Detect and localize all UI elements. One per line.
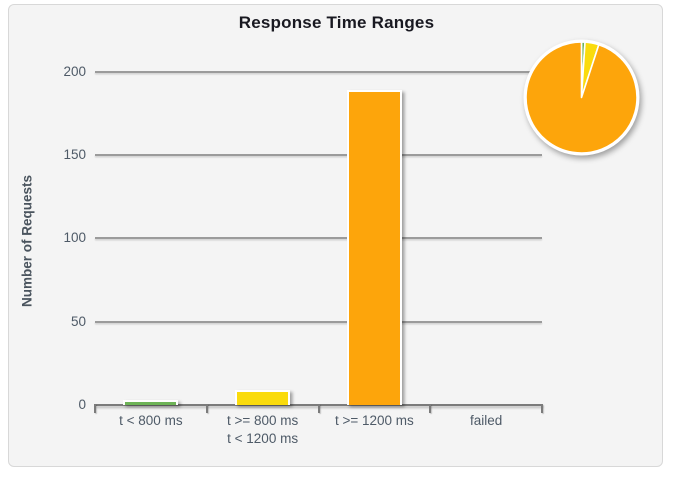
- y-tick-label: 50: [70, 313, 86, 329]
- x-axis-tick: [205, 404, 208, 413]
- pie-shadow-group: [523, 39, 640, 156]
- gridline: [95, 153, 542, 156]
- x-tick-label: failed: [469, 413, 503, 428]
- x-axis-tick: [429, 404, 432, 413]
- gridline: [95, 320, 542, 323]
- bar-3[interactable]: [346, 89, 402, 405]
- gridline: [95, 237, 542, 240]
- chart-title: Response Time Ranges: [238, 13, 435, 32]
- pie-chart: [523, 39, 640, 156]
- gridline: [95, 70, 542, 73]
- x-tick-label: t >= 800 ms t < 1200 ms: [226, 413, 299, 446]
- y-tick-label: 200: [63, 63, 86, 79]
- bar-1[interactable]: [123, 399, 179, 405]
- pie-slice-3[interactable]: [525, 41, 638, 154]
- y-tick-label: 100: [63, 230, 86, 246]
- x-axis-tick: [317, 404, 320, 413]
- x-tick-label: t >= 1200 ms: [334, 413, 414, 428]
- x-axis-tick: [541, 404, 543, 413]
- x-tick-label: t < 800 ms: [119, 413, 183, 428]
- x-axis-tick: [94, 404, 96, 413]
- bar-2[interactable]: [235, 389, 291, 405]
- y-tick-label: 150: [63, 146, 86, 162]
- y-tick-label: 0: [78, 397, 86, 412]
